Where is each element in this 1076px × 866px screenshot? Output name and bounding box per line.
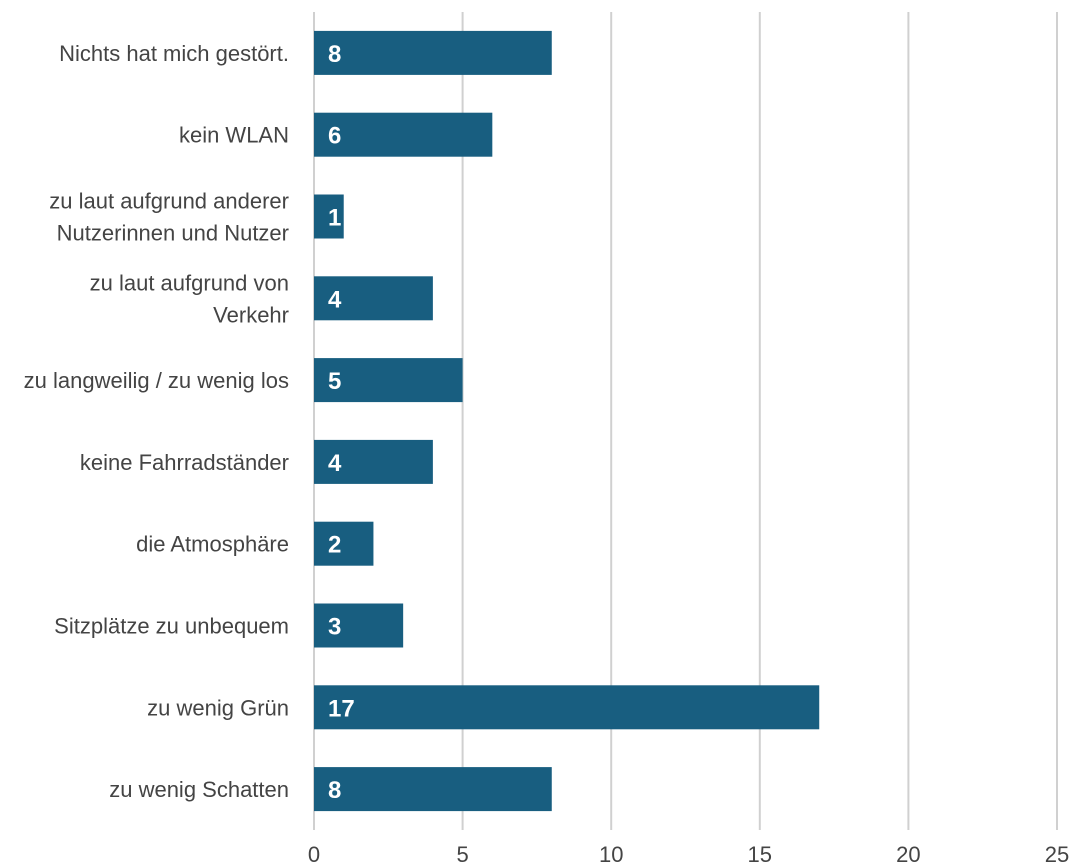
bar [314, 194, 344, 239]
category-label: zu laut aufgrund anderer Nutzerinnen und … [49, 189, 289, 246]
bar [314, 276, 433, 321]
bar [314, 30, 552, 75]
data-label: 4 [328, 450, 342, 477]
category-label-line: zu wenig Schatten [109, 777, 289, 802]
data-label: 6 [328, 123, 341, 150]
category-label-line: Verkehr [213, 302, 289, 327]
category-label-line: Sitzplätze zu unbequem [54, 614, 289, 639]
category-label-line: kein WLAN [179, 123, 289, 148]
bar [314, 767, 552, 812]
data-label: 2 [328, 532, 341, 559]
data-label: 8 [328, 41, 341, 68]
data-label: 4 [328, 286, 342, 313]
x-tick-label: 10 [599, 842, 623, 866]
bars: 8 6 1 4 5 4 2 3 17 8 [314, 30, 820, 812]
category-label-line: die Atmosphäre [136, 532, 289, 557]
data-label: 1 [328, 205, 341, 232]
bar [314, 112, 493, 157]
category-label: zu laut aufgrund von Verkehr [90, 270, 289, 327]
category-label-line: Nichts hat mich gestört. [59, 41, 289, 66]
bar [314, 439, 433, 484]
category-label: Nichts hat mich gestört. [59, 41, 289, 66]
category-label: zu wenig Schatten [109, 777, 289, 802]
bar [314, 603, 404, 648]
x-tick-label: 0 [308, 842, 320, 866]
category-label-line: zu laut aufgrund von [90, 270, 289, 295]
category-label: keine Fahrradständer [80, 450, 289, 475]
category-label: kein WLAN [179, 123, 289, 148]
category-label-line: keine Fahrradständer [80, 450, 289, 475]
bar [314, 521, 374, 566]
category-label-line: Nutzerinnen und Nutzer [57, 221, 289, 246]
x-tick-label: 25 [1045, 842, 1069, 866]
category-label-line: zu laut aufgrund anderer [49, 189, 289, 214]
data-label: 3 [328, 614, 341, 641]
x-tick-label: 20 [896, 842, 920, 866]
category-label: zu wenig Grün [147, 695, 289, 720]
category-label: zu langweilig / zu wenig los [24, 368, 289, 393]
bar [314, 358, 463, 403]
data-label: 8 [328, 777, 341, 804]
data-label: 17 [328, 695, 355, 722]
x-axis-ticks: 0 5 10 15 20 25 [308, 842, 1069, 866]
x-tick-label: 5 [456, 842, 468, 866]
x-tick-label: 15 [748, 842, 772, 866]
data-label: 5 [328, 368, 341, 395]
bar [314, 685, 820, 730]
category-label-line: zu wenig Grün [147, 695, 289, 720]
category-label-line: zu langweilig / zu wenig los [24, 368, 289, 393]
category-label: Sitzplätze zu unbequem [54, 614, 289, 639]
category-labels: Nichts hat mich gestört. kein WLAN zu laut… [24, 41, 289, 802]
category-label: die Atmosphäre [136, 532, 289, 557]
